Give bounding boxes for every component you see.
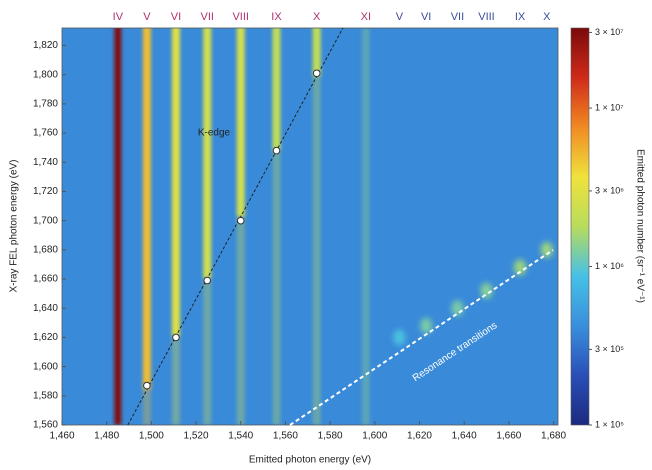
- emission-stripe: [272, 28, 281, 151]
- colorbar-label: Emitted photon number (sr⁻¹ eV⁻¹): [634, 149, 645, 303]
- y-tick-label: 1,640: [33, 303, 58, 314]
- resonance-peak: [540, 241, 553, 258]
- x-tick-label: 1,480: [94, 431, 119, 442]
- line-label: IX: [515, 11, 526, 23]
- resonance-peak: [514, 259, 527, 276]
- x-tick-label: 1,540: [228, 431, 253, 442]
- y-tick-label: 1,560: [33, 420, 58, 431]
- x-tick-label: 1,680: [541, 431, 566, 442]
- emission-stripe: [114, 28, 122, 425]
- x-tick-label: 1,620: [407, 431, 432, 442]
- resonance-peak: [451, 300, 464, 317]
- line-label: VIII: [232, 11, 249, 23]
- emission-stripe: [236, 28, 245, 217]
- emission-stripe: [203, 28, 212, 279]
- colorbar-tick-label: 3 × 10⁶: [595, 185, 624, 195]
- emission-stripe-faint: [312, 76, 321, 425]
- k-edge-point: [143, 381, 151, 390]
- emission-stripe: [171, 28, 180, 337]
- resonance-peak: [480, 282, 493, 299]
- line-label: V: [143, 11, 151, 23]
- x-tick-label: 1,560: [273, 431, 298, 442]
- resonance-line: [289, 249, 554, 426]
- line-label: VI: [171, 11, 181, 23]
- y-tick-label: 1,780: [33, 99, 58, 110]
- line-label: VI: [421, 11, 431, 23]
- heatmap: [62, 28, 558, 425]
- line-label: VII: [200, 11, 213, 23]
- heatmap-background: [62, 28, 558, 425]
- plot-frame: [61, 27, 559, 426]
- colorbar: [570, 27, 590, 426]
- line-label: IX: [271, 11, 282, 23]
- resonance-peak: [420, 317, 433, 334]
- resonance-peak: [393, 329, 406, 346]
- x-tick-label: 1,460: [49, 431, 74, 442]
- emission-stripe-faint: [203, 278, 212, 425]
- k-edge-point: [272, 146, 281, 155]
- y-axis-label: X-ray FEL photon energy (eV): [9, 159, 20, 292]
- x-tick-label: 1,500: [139, 431, 164, 442]
- x-axis-label: Emitted photon energy (eV): [249, 455, 371, 466]
- line-label: V: [396, 11, 404, 23]
- x-tick-label: 1,660: [496, 431, 521, 442]
- emission-stripe: [312, 28, 321, 77]
- y-tick-label: 1,600: [33, 361, 58, 372]
- y-tick-label: 1,720: [33, 186, 58, 197]
- y-tick-label: 1,680: [33, 244, 58, 255]
- y-tick-label: 1,660: [33, 274, 58, 285]
- y-tick-label: 1,620: [33, 332, 58, 343]
- k-edge-point: [203, 276, 212, 285]
- line-label: X: [313, 11, 321, 23]
- colorbar-tick-label: 3 × 10⁵: [595, 344, 624, 354]
- y-tick-label: 1,820: [33, 40, 58, 51]
- emission-stripe-faint: [236, 216, 245, 425]
- k-edge-point: [172, 333, 180, 342]
- y-tick-label: 1,740: [33, 157, 58, 168]
- emission-stripe: [142, 28, 151, 390]
- line-label: VIII: [478, 11, 495, 23]
- emission-stripe-faint: [142, 389, 151, 425]
- colorbar-tick-label: 1 × 10⁷: [595, 102, 624, 112]
- line-label: VII: [451, 11, 464, 23]
- y-tick-label: 1,800: [33, 69, 58, 80]
- line-label: X: [543, 11, 551, 23]
- line-label: IV: [113, 11, 124, 23]
- y-tick-label: 1,700: [33, 215, 58, 226]
- line-label: XI: [361, 11, 371, 23]
- colorbar-tick-label: 1 × 10⁶: [595, 261, 624, 271]
- k-edge-point: [312, 69, 321, 78]
- x-tick-label: 1,640: [452, 431, 477, 442]
- k-edge-label: K-edge: [198, 128, 231, 139]
- emission-stripe-faint: [361, 28, 370, 425]
- y-tick-label: 1,760: [33, 128, 58, 139]
- k-edge-line: [127, 28, 344, 425]
- emission-stripe-faint: [272, 150, 281, 425]
- x-tick-label: 1,600: [362, 431, 387, 442]
- colorbar-tick-label: 1 × 10⁵: [595, 419, 624, 429]
- colorbar-tick-label: 3 × 10⁷: [595, 27, 624, 37]
- y-tick-label: 1,580: [33, 390, 58, 401]
- x-tick-label: 1,580: [318, 431, 343, 442]
- k-edge-point: [236, 216, 245, 225]
- x-tick-label: 1,520: [184, 431, 209, 442]
- emission-stripe-faint: [171, 336, 180, 425]
